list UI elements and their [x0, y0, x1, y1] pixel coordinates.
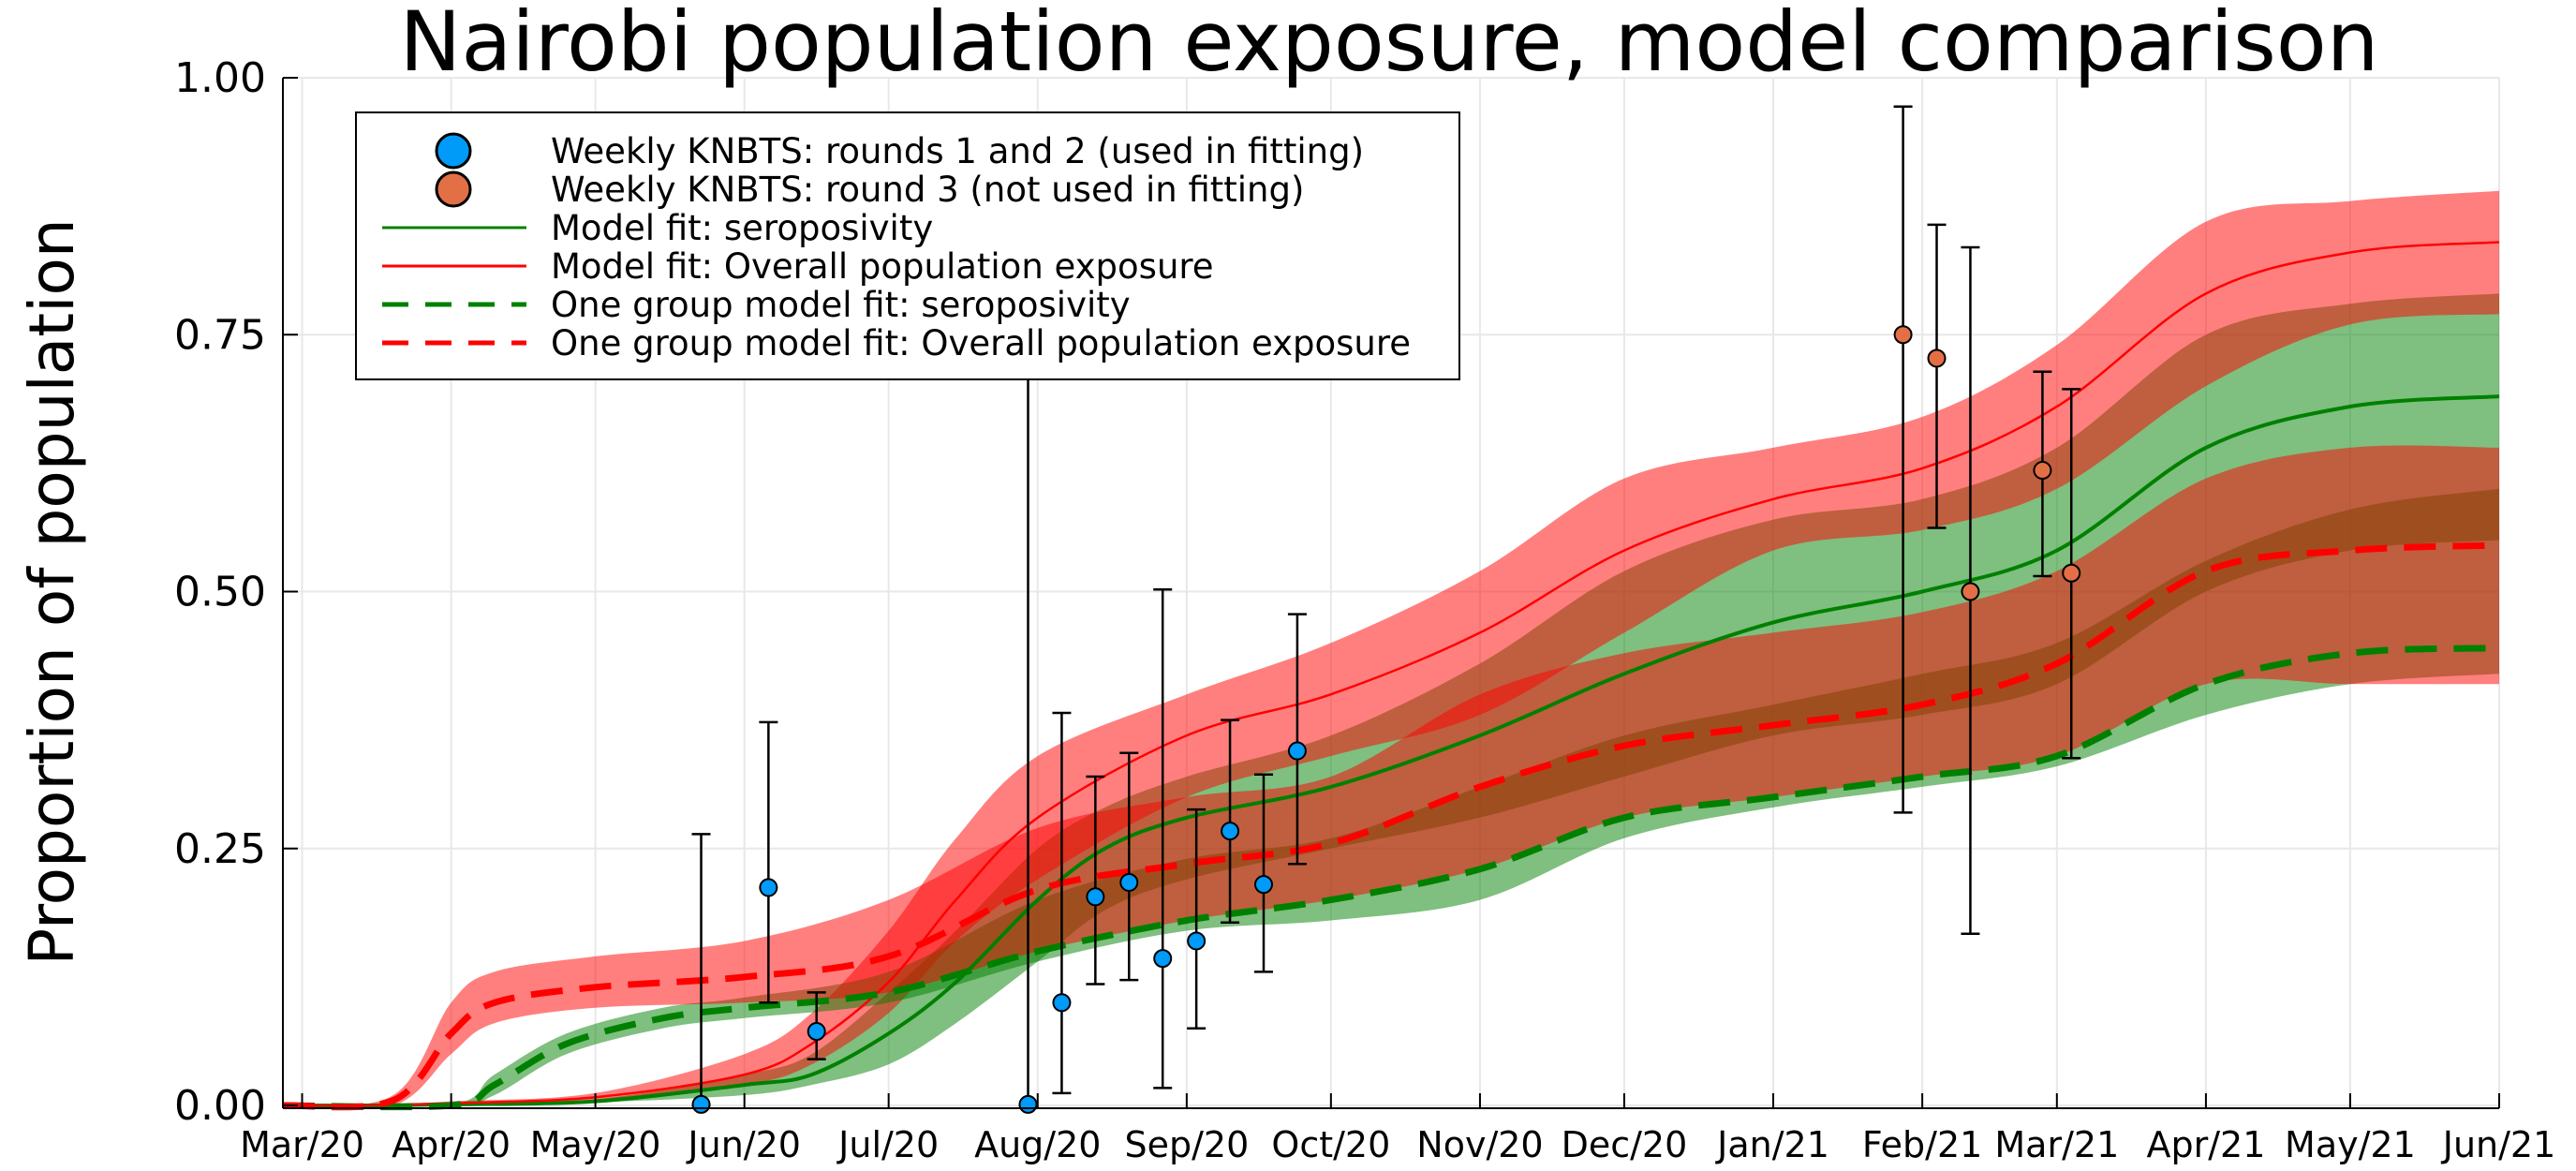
line-layer	[282, 241, 2500, 1111]
y-tick-label: 1.00	[174, 54, 266, 102]
x-tick-label: Oct/20	[1271, 1124, 1390, 1165]
y-tick-label: 0.50	[174, 569, 266, 616]
legend-label: Model fit: Overall population exposure	[551, 246, 1214, 287]
legend: Weekly KNBTS: rounds 1 and 2 (used in fi…	[355, 111, 1460, 380]
legend-marker	[435, 132, 472, 170]
x-tick-label: May/20	[530, 1124, 661, 1165]
band-layer	[283, 190, 2499, 1110]
point-weekly-knbts-rounds-1-and-2-used-in-fitting	[1153, 949, 1173, 969]
point-weekly-knbts-rounds-1-and-2-used-in-fitting	[1119, 872, 1139, 892]
band-model-fit-overall-population-exposure	[283, 190, 2499, 1106]
axis-layer: 0.00 0.25 0.50 0.75 1.00 Mar/20 Apr/20 May/20 Ju…	[174, 54, 2555, 1165]
legend-label: Weekly KNBTS: round 3 (not used in fitti…	[551, 170, 1304, 210]
x-tick-label: Apr/20	[392, 1124, 511, 1165]
x-tick-label: May/21	[2285, 1124, 2416, 1165]
chart-title: Nairobi population exposure, model compa…	[400, 0, 2379, 90]
x-tick-label: Mar/20	[240, 1124, 364, 1165]
x-tick-label: Jun/21	[2441, 1124, 2556, 1165]
point-weekly-knbts-rounds-1-and-2-used-in-fitting	[1052, 993, 1072, 1013]
x-tick-label: Aug/20	[974, 1124, 1101, 1165]
legend-label: One group model fit: seroposivity	[551, 285, 1131, 325]
point-weekly-knbts-rounds-1-and-2-used-in-fitting	[1187, 931, 1207, 951]
line-model-fit-seroposivity	[282, 394, 2500, 1108]
line-one-group-model-fit-overall-population-exposure	[282, 541, 2500, 1111]
point-weekly-knbts-round-3-not-used-in-fitting	[2033, 461, 2052, 481]
legend-label: Weekly KNBTS: rounds 1 and 2 (used in fi…	[551, 131, 1364, 171]
point-weekly-knbts-round-3-not-used-in-fitting	[1927, 348, 1947, 368]
point-weekly-knbts-round-3-not-used-in-fitting	[1961, 582, 1980, 601]
point-weekly-knbts-rounds-1-and-2-used-in-fitting	[1086, 887, 1105, 907]
point-weekly-knbts-rounds-1-and-2-used-in-fitting	[1221, 822, 1240, 841]
legend-label: One group model fit: Overall population …	[551, 323, 1411, 363]
point-weekly-knbts-rounds-1-and-2-used-in-fitting	[1287, 741, 1307, 761]
point-weekly-knbts-rounds-1-and-2-used-in-fitting	[691, 1094, 711, 1114]
y-tick-label: 0.25	[174, 825, 266, 873]
x-tick-label: Dec/20	[1562, 1124, 1688, 1165]
band-one-group-model-fit-overall-population-exposure	[283, 445, 2499, 1110]
x-tick-label: Jan/21	[1715, 1124, 1829, 1165]
point-layer	[691, 105, 2081, 1114]
x-tick-label: Nov/20	[1416, 1124, 1543, 1165]
line-model-fit-overall-population-exposure	[282, 241, 2500, 1107]
legend-label: Model fit: seroposivity	[551, 208, 933, 248]
point-weekly-knbts-round-3-not-used-in-fitting	[2062, 563, 2081, 583]
legend-items: Weekly KNBTS: rounds 1 and 2 (used in fi…	[382, 131, 1411, 363]
point-weekly-knbts-rounds-1-and-2-used-in-fitting	[1018, 1094, 1038, 1114]
x-tick-label: Sep/20	[1124, 1124, 1249, 1165]
legend-marker	[435, 170, 472, 208]
x-tick-label: Jul/20	[836, 1124, 939, 1165]
point-weekly-knbts-round-3-not-used-in-fitting	[1893, 325, 1913, 345]
y-tick-label: 0.00	[174, 1082, 266, 1130]
y-axis-label: Proportion of population	[16, 218, 88, 965]
x-tick-label: Jun/20	[686, 1124, 801, 1165]
x-tick-label: Mar/21	[1994, 1124, 2119, 1165]
point-weekly-knbts-rounds-1-and-2-used-in-fitting	[759, 878, 778, 897]
y-tick-label: 0.75	[174, 311, 266, 359]
point-weekly-knbts-rounds-1-and-2-used-in-fitting	[1253, 875, 1273, 895]
legend-box	[355, 111, 1460, 380]
point-weekly-knbts-rounds-1-and-2-used-in-fitting	[807, 1022, 826, 1042]
x-tick-label: Apr/21	[2146, 1124, 2265, 1165]
line-one-group-model-fit-seroposivity	[282, 645, 2500, 1111]
x-tick-label: Feb/21	[1862, 1124, 1982, 1165]
